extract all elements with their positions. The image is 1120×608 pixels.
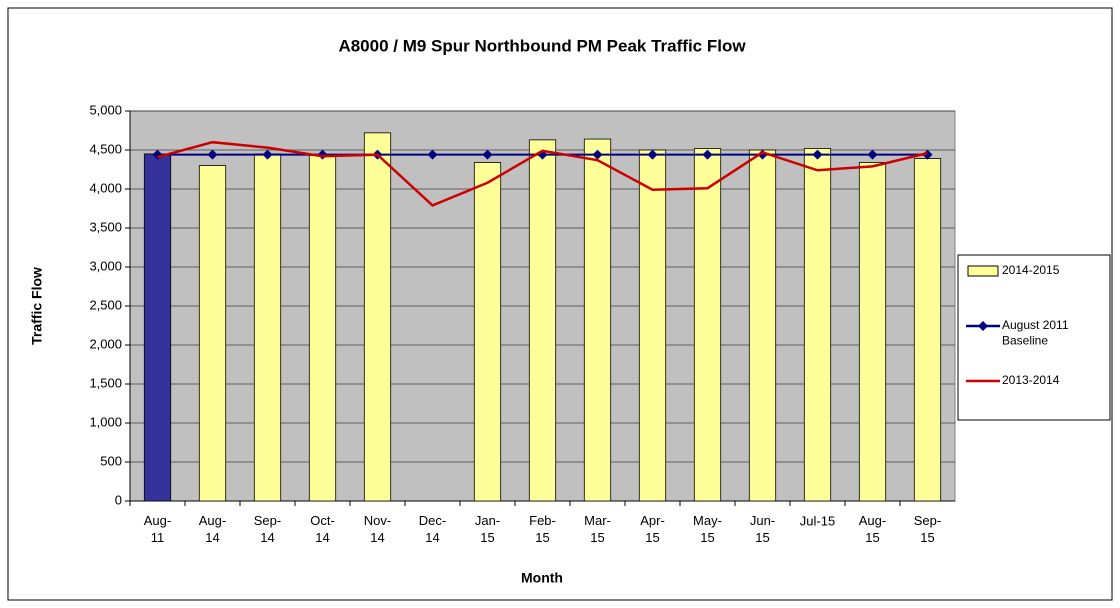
y-tick-label: 5,000 bbox=[89, 102, 122, 117]
y-tick-label: 3,000 bbox=[89, 258, 122, 273]
legend-marker bbox=[978, 321, 988, 331]
x-axis-title: Month bbox=[521, 570, 563, 586]
bar bbox=[198, 165, 227, 502]
bar bbox=[748, 149, 777, 502]
x-tick-label: Aug-14 bbox=[199, 513, 226, 545]
y-tick-label: 2,000 bbox=[89, 336, 122, 351]
x-tick-label: Aug-11 bbox=[144, 513, 171, 545]
marker bbox=[702, 149, 713, 160]
legend bbox=[957, 254, 1111, 421]
x-tick-label: Aug-15 bbox=[859, 513, 886, 545]
marker bbox=[427, 149, 438, 160]
y-tick-label: 4,500 bbox=[89, 141, 122, 156]
y-tick-label: 3,500 bbox=[89, 219, 122, 234]
bar bbox=[913, 158, 942, 502]
x-tick-label: Jan-15 bbox=[475, 513, 500, 545]
bar bbox=[143, 153, 172, 502]
legend-label: 2013-2014 bbox=[1002, 373, 1060, 387]
bar bbox=[253, 153, 282, 502]
x-tick-label: Dec-14 bbox=[419, 513, 446, 545]
bar bbox=[363, 132, 392, 502]
marker bbox=[812, 149, 823, 160]
x-tick-label: Mar-15 bbox=[584, 513, 611, 545]
y-tick-label: 2,500 bbox=[89, 297, 122, 312]
bar bbox=[308, 155, 337, 502]
x-tick-label: Jun-15 bbox=[750, 513, 775, 545]
legend-label: August 2011 Baseline bbox=[1002, 318, 1069, 348]
legend-swatch bbox=[967, 265, 999, 277]
marker bbox=[922, 149, 933, 160]
x-tick-label: Jul-15 bbox=[800, 513, 835, 528]
line bbox=[157, 140, 928, 207]
x-tick-label: Sep-15 bbox=[914, 513, 941, 545]
y-axis-title: Traffic Flow bbox=[29, 267, 45, 345]
bar bbox=[803, 148, 832, 502]
x-tick-label: May-15 bbox=[693, 513, 722, 545]
x-tick-label: Sep-14 bbox=[254, 513, 281, 545]
marker bbox=[262, 149, 273, 160]
bar bbox=[858, 162, 887, 502]
marker bbox=[647, 149, 658, 160]
x-tick-label: Apr-15 bbox=[640, 513, 665, 545]
bar bbox=[583, 138, 612, 502]
x-tick-label: Feb-15 bbox=[529, 513, 556, 545]
legend-label: 2014-2015 bbox=[1002, 263, 1060, 277]
marker bbox=[207, 149, 218, 160]
y-tick-label: 4,000 bbox=[89, 180, 122, 195]
bar bbox=[638, 149, 667, 502]
x-tick-label: Nov-14 bbox=[364, 513, 391, 545]
marker bbox=[592, 149, 603, 160]
y-tick-label: 1,500 bbox=[89, 375, 122, 390]
bar bbox=[473, 162, 502, 502]
marker bbox=[867, 149, 878, 160]
bar bbox=[693, 148, 722, 502]
y-tick-label: 1,000 bbox=[89, 414, 122, 429]
x-tick-label: Oct-14 bbox=[310, 513, 335, 545]
y-tick-label: 500 bbox=[100, 453, 122, 468]
marker bbox=[482, 149, 493, 160]
y-tick-label: 0 bbox=[115, 492, 122, 507]
bar bbox=[528, 139, 557, 502]
chart-title: A8000 / M9 Spur Northbound PM Peak Traff… bbox=[338, 36, 746, 55]
